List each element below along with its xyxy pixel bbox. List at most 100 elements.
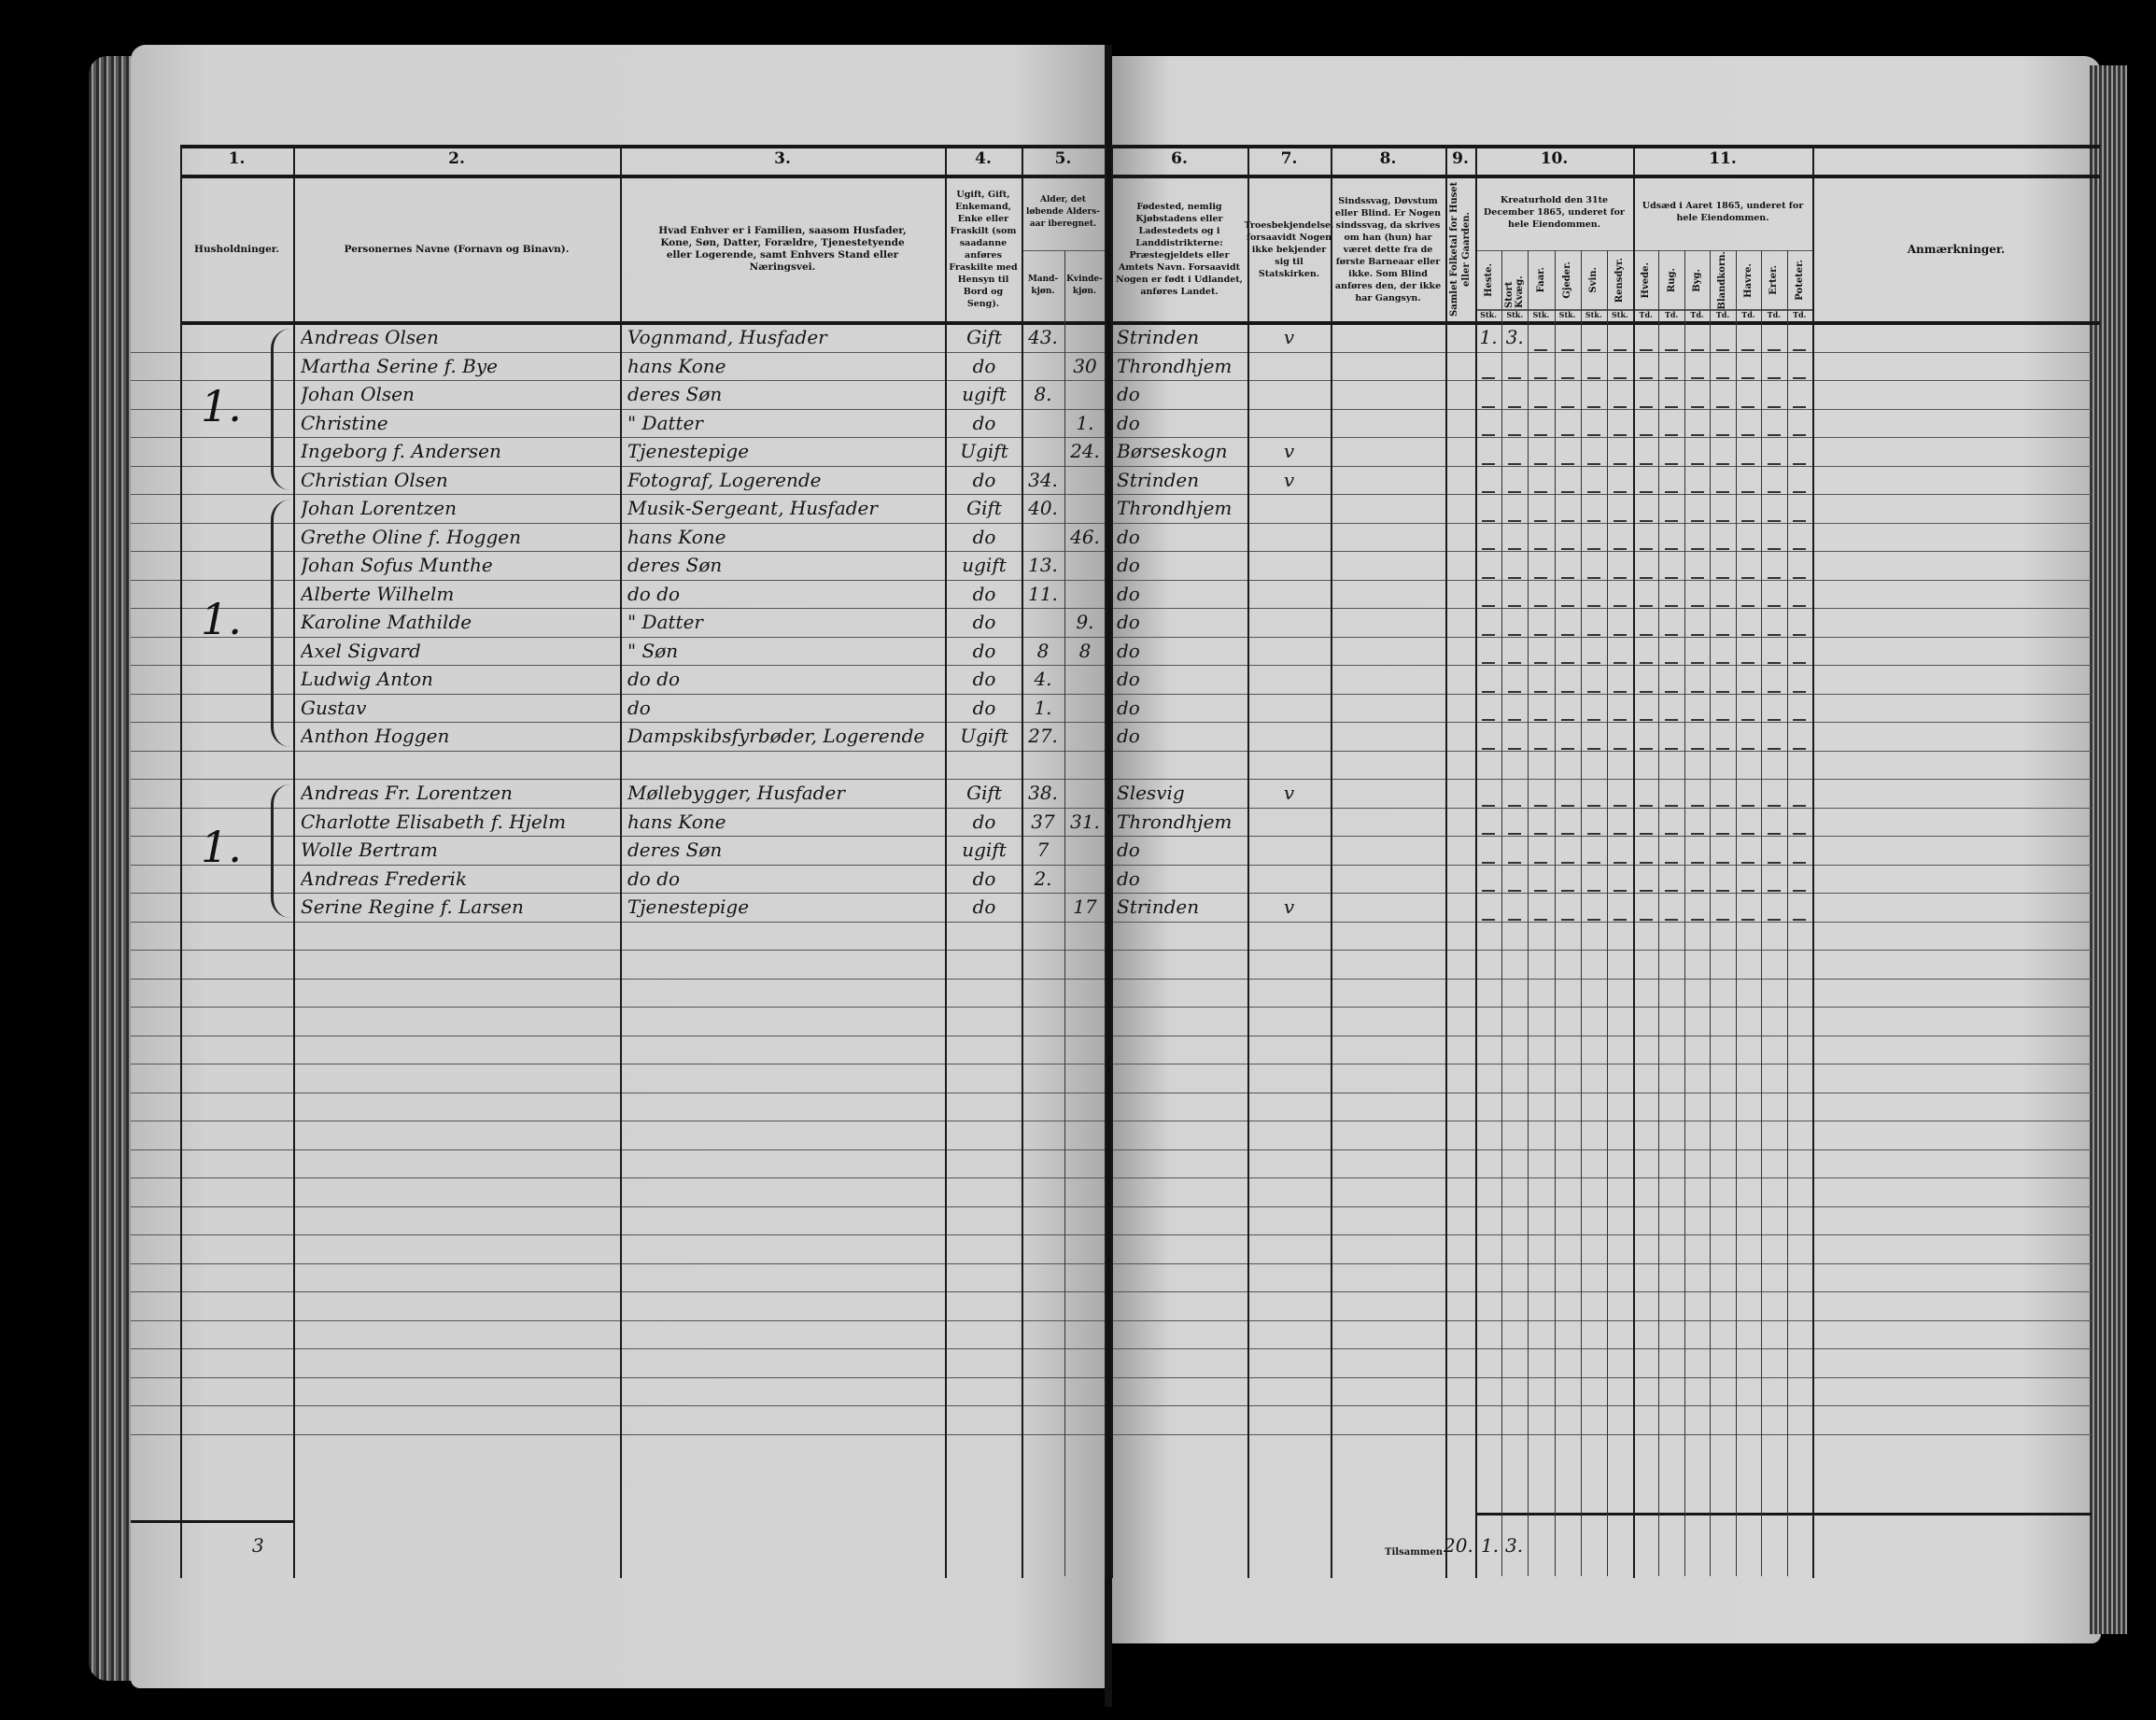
row-rule (131, 465, 1105, 467)
empty-cell-dash (1534, 633, 1548, 636)
empty-cell-dash (1586, 548, 1600, 550)
col11-unit: Td. (1690, 310, 1704, 319)
empty-cell-dash (1613, 491, 1627, 493)
empty-cell-dash (1560, 462, 1574, 465)
marital-status: do (972, 867, 996, 890)
total-cattle: 3. (1505, 1534, 1524, 1557)
empty-cell-dash (1793, 576, 1807, 579)
row-rule (131, 950, 1105, 951)
household-brace (271, 329, 290, 490)
row-rule (1111, 807, 2092, 809)
empty-cell-dash (1508, 605, 1522, 607)
empty-cell-dash (1793, 747, 1807, 750)
col3-number: 3. (774, 149, 791, 168)
empty-cell-dash (1586, 348, 1600, 351)
person-name: Grethe Oline f. Hoggen (301, 525, 521, 548)
empty-cell-dash (1665, 377, 1679, 379)
empty-cell-dash (1767, 633, 1781, 636)
faith-mark (1247, 551, 1331, 579)
row-rule (131, 579, 1105, 581)
empty-cell-dash (1613, 890, 1627, 892)
empty-cell-dash (1741, 690, 1755, 693)
empty-cell-dash (1613, 633, 1627, 636)
empty-cell-dash (1741, 434, 1755, 436)
marital-status: ugift (962, 839, 1007, 861)
row-rule (1111, 1234, 2092, 1235)
empty-cell-dash (1716, 890, 1729, 892)
empty-cell-dash (1793, 519, 1807, 522)
row-rule (1111, 437, 2092, 438)
empty-cell-dash (1482, 690, 1496, 693)
row-rule (1111, 893, 2092, 894)
empty-cell-dash (1639, 804, 1653, 807)
empty-cell-dash (1741, 519, 1755, 522)
empty-cell-dash (1767, 405, 1781, 408)
empty-cell-dash (1665, 491, 1679, 493)
col11-subheader: Rug. (1658, 252, 1684, 308)
household-number: 1. (201, 380, 242, 431)
empty-cell-dash (1639, 662, 1653, 664)
marital-status: Ugift (960, 440, 1008, 462)
faith-mark (1247, 608, 1331, 636)
col10-unit: Stk. (1585, 310, 1602, 319)
empty-cell-dash (1793, 377, 1807, 379)
row-rule (131, 893, 1105, 894)
empty-cell-dash (1560, 377, 1574, 379)
empty-cell-dash (1560, 690, 1574, 693)
birthplace: do (1117, 696, 1140, 719)
row-rule (1111, 665, 2092, 666)
empty-cell-dash (1482, 804, 1496, 807)
col11-subheader-label: Poteter. (1794, 260, 1805, 301)
empty-cell-dash (1613, 662, 1627, 664)
empty-cell-dash (1716, 434, 1729, 436)
col5-male-header: Mand-kjøn. (1027, 275, 1059, 296)
empty-cell-dash (1508, 690, 1522, 693)
empty-cell-dash (1716, 833, 1729, 835)
empty-cell-dash (1508, 662, 1522, 664)
row-rule (1111, 836, 2092, 837)
empty-cell-dash (1716, 719, 1729, 721)
empty-cell-dash (1793, 605, 1807, 607)
person-role: Tjenestepige (627, 895, 750, 918)
empty-cell-dash (1534, 491, 1548, 493)
empty-cell-dash (1793, 348, 1807, 351)
empty-cell-dash (1560, 890, 1574, 892)
empty-cell-dash (1639, 719, 1653, 721)
empty-cell-dash (1482, 548, 1496, 550)
empty-cell-dash (1534, 548, 1548, 550)
age-male: 2. (1034, 867, 1052, 890)
col11-subheader: Hvede. (1633, 252, 1658, 308)
row-rule (131, 1234, 1105, 1235)
age-male: 27. (1028, 725, 1058, 747)
col8-header: Sindssvag, Døvstum eller Blind. Er Nogen… (1334, 195, 1442, 303)
empty-cell-dash (1690, 576, 1704, 579)
empty-cell-dash (1508, 633, 1522, 636)
faith-mark: v (1283, 326, 1295, 348)
empty-cell-dash (1534, 377, 1548, 379)
empty-cell-dash (1560, 833, 1574, 835)
empty-cell-dash (1586, 719, 1600, 721)
age-female: 8 (1078, 639, 1092, 662)
empty-cell-dash (1716, 519, 1729, 522)
empty-cell-dash (1741, 548, 1755, 550)
empty-cell-dash (1767, 690, 1781, 693)
empty-cell-dash (1767, 377, 1781, 379)
empty-cell-dash (1482, 833, 1496, 835)
empty-cell-dash (1586, 747, 1600, 750)
empty-cell-dash (1665, 890, 1679, 892)
col11-subheader: Erter. (1761, 252, 1786, 308)
row-rule (131, 494, 1105, 495)
empty-cell-dash (1665, 690, 1679, 693)
row-rule (131, 1205, 1105, 1207)
empty-cell-dash (1793, 491, 1807, 493)
person-name: Christian Olsen (301, 468, 448, 491)
col11-header: Udsæd i Aaret 1865, underet for hele Eie… (1642, 201, 1804, 223)
row-rule (131, 1007, 1105, 1008)
row-rule (131, 351, 1105, 353)
empty-cell-dash (1560, 861, 1574, 864)
person-role: " Søn (627, 639, 679, 662)
empty-cell-dash (1639, 890, 1653, 892)
person-name: Ingeborg f. Andersen (301, 440, 501, 462)
empty-cell-dash (1767, 491, 1781, 493)
col11-unit: Td. (1793, 310, 1807, 319)
